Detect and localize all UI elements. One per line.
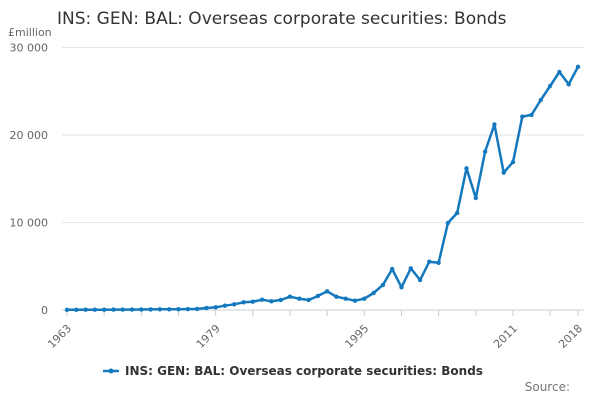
x-tick-label: 1995 bbox=[342, 322, 371, 351]
data-point[interactable] bbox=[352, 298, 358, 303]
data-point[interactable] bbox=[297, 296, 302, 301]
data-point[interactable] bbox=[501, 170, 506, 175]
data-point[interactable] bbox=[241, 300, 246, 305]
data-point[interactable] bbox=[250, 299, 255, 304]
data-point[interactable] bbox=[324, 289, 330, 294]
data-point[interactable] bbox=[445, 220, 451, 226]
data-point[interactable] bbox=[538, 97, 543, 103]
x-tick-label: 2011 bbox=[491, 322, 520, 351]
data-point[interactable] bbox=[120, 307, 125, 312]
data-point[interactable] bbox=[408, 266, 413, 271]
data-point[interactable] bbox=[74, 307, 79, 312]
data-point[interactable] bbox=[390, 266, 395, 272]
data-point[interactable] bbox=[371, 290, 376, 296]
data-point[interactable] bbox=[139, 307, 144, 312]
data-point[interactable] bbox=[157, 307, 163, 312]
data-point[interactable] bbox=[417, 277, 423, 283]
data-point[interactable] bbox=[343, 296, 348, 301]
x-tick-label: 1963 bbox=[45, 322, 74, 351]
data-point[interactable] bbox=[510, 159, 516, 165]
y-tick-label: 10 000 bbox=[10, 217, 49, 230]
x-tick-label: 1979 bbox=[194, 322, 223, 351]
data-point[interactable] bbox=[482, 149, 488, 154]
data-point[interactable] bbox=[473, 195, 478, 201]
y-tick-label: 0 bbox=[41, 304, 48, 317]
data-point[interactable] bbox=[92, 307, 98, 312]
data-point[interactable] bbox=[204, 305, 209, 311]
data-point[interactable] bbox=[566, 82, 571, 87]
legend-label: INS: GEN: BAL: Overseas corporate securi… bbox=[125, 364, 483, 378]
data-point[interactable] bbox=[102, 307, 107, 312]
data-point[interactable] bbox=[64, 307, 70, 312]
data-point[interactable] bbox=[148, 307, 153, 312]
data-point[interactable] bbox=[464, 166, 469, 171]
data-point[interactable] bbox=[259, 297, 265, 302]
data-point[interactable] bbox=[362, 296, 367, 301]
series-line[interactable] bbox=[65, 65, 580, 312]
data-point[interactable] bbox=[213, 305, 218, 310]
data-point[interactable] bbox=[436, 260, 441, 265]
y-tick-label: 30 000 bbox=[10, 42, 49, 55]
data-point[interactable] bbox=[315, 293, 321, 299]
data-point[interactable] bbox=[129, 307, 135, 312]
legend-item[interactable]: INS: GEN: BAL: Overseas corporate securi… bbox=[103, 362, 483, 380]
data-point[interactable] bbox=[167, 307, 172, 312]
data-point[interactable] bbox=[111, 307, 116, 312]
data-point[interactable] bbox=[269, 299, 274, 304]
data-point[interactable] bbox=[575, 64, 581, 70]
data-point[interactable] bbox=[557, 69, 562, 75]
y-tick-label: 20 000 bbox=[10, 129, 49, 142]
data-point[interactable] bbox=[176, 307, 181, 312]
data-point[interactable] bbox=[399, 285, 404, 290]
data-point[interactable] bbox=[529, 112, 534, 118]
data-point[interactable] bbox=[194, 306, 200, 312]
y-axis-unit-label: £million bbox=[8, 26, 52, 39]
data-point[interactable] bbox=[185, 306, 190, 312]
data-point[interactable] bbox=[232, 302, 237, 307]
data-point[interactable] bbox=[306, 297, 311, 303]
chart-svg: 0 10 000 20 000 30 000 1963 1979 1995 2011 2018 bbox=[10, 42, 586, 351]
source-label: Source: bbox=[524, 380, 570, 394]
legend-line-dot-icon bbox=[103, 368, 119, 374]
data-point[interactable] bbox=[547, 83, 553, 89]
data-point[interactable] bbox=[455, 210, 460, 216]
data-point[interactable] bbox=[380, 282, 386, 288]
data-point[interactable] bbox=[427, 259, 432, 264]
data-point[interactable] bbox=[83, 307, 88, 312]
data-point[interactable] bbox=[492, 122, 497, 127]
chart-title: INS: GEN: BAL: Overseas corporate securi… bbox=[57, 9, 507, 29]
data-point[interactable] bbox=[278, 297, 283, 303]
data-point[interactable] bbox=[520, 114, 525, 119]
x-tick-label: 2018 bbox=[556, 322, 585, 351]
data-point[interactable] bbox=[222, 303, 228, 308]
data-point[interactable] bbox=[287, 294, 293, 299]
data-point[interactable] bbox=[334, 294, 339, 299]
